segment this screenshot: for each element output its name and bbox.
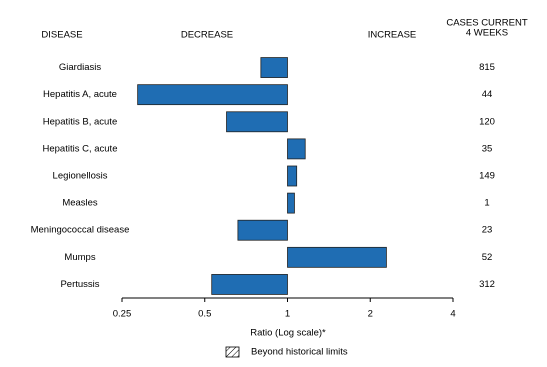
cases-value: 23 (482, 225, 493, 236)
cases-value: 44 (482, 89, 493, 100)
legend-swatch (225, 346, 240, 358)
bar (226, 111, 288, 133)
bar (260, 57, 288, 78)
y-tick-label: Mumps (64, 252, 95, 263)
cases-value: 52 (482, 252, 493, 263)
bar (287, 246, 387, 268)
y-tick-label: Meningococcal disease (31, 225, 130, 236)
header-decrease: DECREASE (181, 30, 233, 41)
bar (287, 165, 298, 187)
y-tick-label: Hepatitis A, acute (43, 89, 117, 100)
x-tick-label: 1 (285, 309, 290, 320)
bar (287, 138, 306, 160)
header-increase: INCREASE (368, 30, 417, 41)
cases-value: 120 (479, 116, 495, 127)
bar (287, 192, 295, 214)
header-disease: DISEASE (41, 30, 82, 41)
bar (211, 274, 288, 295)
cases-value: 1 (484, 198, 489, 209)
bar (237, 219, 288, 241)
y-tick-label: Pertussis (60, 279, 99, 290)
x-axis-label: Ratio (Log scale)* (250, 328, 326, 339)
x-tick-label: 0.25 (113, 309, 132, 320)
y-tick-label: Hepatitis B, acute (43, 116, 117, 127)
header-cases: CASES CURRENT (446, 18, 527, 29)
y-tick-label: Legionellosis (53, 171, 108, 182)
cases-value: 312 (479, 279, 495, 290)
cases-value: 35 (482, 143, 493, 154)
legend-label: Beyond historical limits (251, 347, 348, 358)
y-tick-label: Giardiasis (59, 62, 101, 73)
x-tick-label: 2 (368, 309, 373, 320)
y-tick-label: Hepatitis C, acute (43, 143, 118, 154)
x-tick-label: 4 (450, 309, 455, 320)
cases-value: 815 (479, 62, 495, 73)
y-tick-label: Measles (62, 198, 98, 209)
header-cases: 4 WEEKS (466, 28, 508, 39)
cases-value: 149 (479, 171, 495, 182)
x-tick-label: 0.5 (198, 309, 211, 320)
bar (137, 84, 288, 106)
